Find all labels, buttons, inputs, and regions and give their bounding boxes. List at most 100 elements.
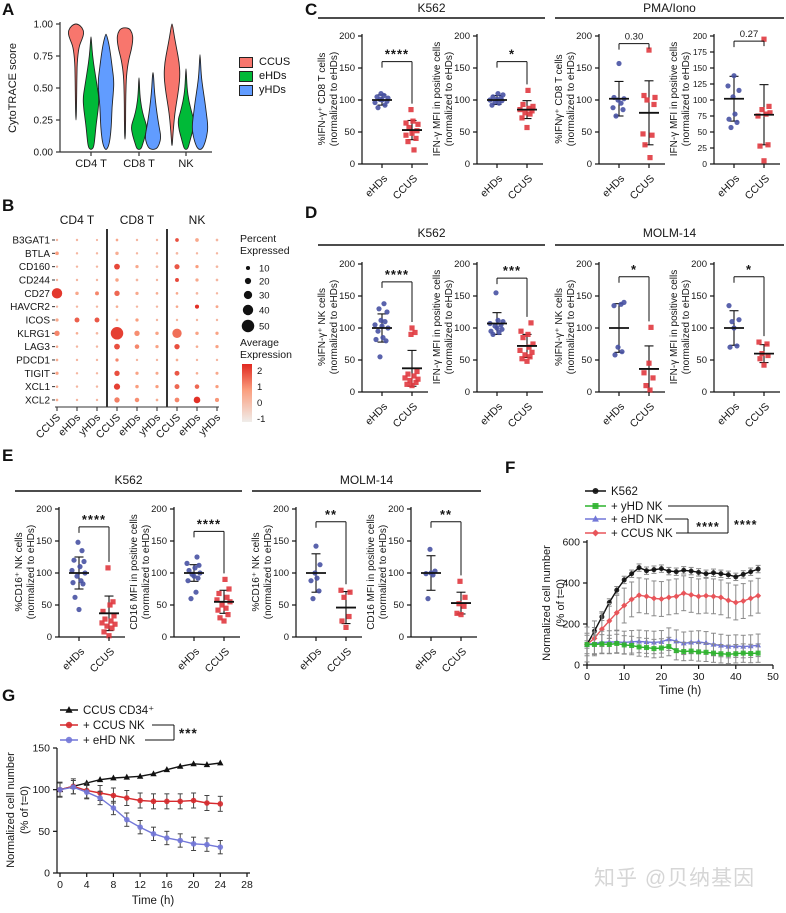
expression-dot (95, 358, 99, 362)
data-point (454, 610, 460, 616)
expression-dot (195, 345, 199, 348)
x-tick-label: CCUS (203, 646, 233, 676)
data-point (616, 60, 622, 67)
y-axis-title: (normalized to eHDs) (329, 280, 340, 374)
data-point (317, 562, 323, 568)
data-point (755, 566, 761, 572)
expression-dot (195, 331, 199, 336)
x-tick-label: CCUS (628, 401, 658, 431)
data-point (755, 592, 762, 599)
data-point (673, 593, 680, 600)
data-point (137, 797, 143, 804)
y-tick-label: 100 (32, 784, 50, 796)
legend-size-label: 20 (259, 277, 270, 288)
y-tick-label: 150 (388, 536, 404, 547)
data-point (194, 554, 200, 560)
data-point (415, 121, 421, 127)
scatter-subplot: 0 50 100 150 200 %IFNγ⁺ CD8 T cells (normalize… (554, 31, 665, 202)
data-point (734, 343, 740, 349)
gene-label: B3GAT1 (12, 236, 50, 247)
data-point (190, 841, 197, 847)
expression-dot (175, 305, 179, 308)
data-point (406, 124, 412, 131)
data-point (761, 36, 767, 42)
series-line (586, 592, 759, 646)
expression-dot (175, 318, 179, 322)
data-point (644, 645, 650, 651)
data-point (703, 592, 710, 599)
expression-dot (55, 318, 59, 322)
data-point (524, 124, 530, 131)
x-tick-label: eHDs (175, 646, 202, 673)
y-tick-label: 0 (702, 387, 707, 398)
x-tick-label: CCUS (88, 646, 118, 676)
data-point (636, 644, 642, 650)
expression-dot (55, 358, 59, 362)
data-point (137, 824, 143, 830)
y-tick-label: 125 (693, 79, 707, 89)
data-point (493, 290, 499, 296)
expression-dot (114, 290, 120, 296)
data-point (219, 602, 225, 608)
y-axis-title: %CD16⁺ NK cells (14, 532, 25, 611)
expression-dot (195, 278, 199, 282)
scatter-subplot: 0 50 100 150 200 IFN-γ MFI in positive cells(… (669, 259, 780, 430)
data-point (188, 596, 194, 602)
legend-size-dot (243, 290, 253, 300)
data-point (651, 101, 657, 108)
legend-expr-tick: 0 (257, 398, 262, 409)
y-tick-label: 200 (388, 504, 404, 515)
x-tick-label: eHDs (297, 646, 324, 673)
y-tick-label: 1.00 (34, 20, 54, 31)
data-point (599, 641, 605, 647)
data-point (725, 572, 731, 578)
data-point (733, 651, 739, 657)
y-tick-label: 0.75 (34, 52, 54, 63)
data-point (375, 328, 381, 334)
data-point (384, 309, 390, 315)
panel-g-label: G (2, 686, 16, 705)
data-point (70, 784, 77, 790)
expression-dot (155, 371, 159, 375)
expression-dot (175, 252, 179, 255)
x-tick-label: eHDs (412, 646, 439, 673)
y-tick-label: 150 (339, 63, 355, 74)
expression-dot (155, 252, 159, 255)
expression-dot (95, 305, 99, 308)
panel-f-label: F (505, 458, 516, 477)
significance: *** (503, 263, 521, 278)
dotplot-group-header: NK (189, 213, 206, 227)
expression-dot (55, 278, 59, 282)
data-point (217, 615, 223, 621)
y-tick-label: 100 (576, 323, 592, 334)
legend-size-dot (242, 304, 254, 316)
legend-expr-tick: 1 (257, 382, 262, 393)
data-point (640, 131, 646, 137)
y-axis-title: (normalized to eHDs) (681, 52, 692, 146)
data-point (620, 107, 626, 113)
data-point (136, 772, 144, 779)
y-tick-label: 100 (693, 95, 707, 105)
data-point (79, 548, 85, 554)
data-point (192, 565, 198, 571)
data-point (636, 565, 642, 571)
expression-dot (95, 398, 99, 402)
data-point (696, 649, 702, 655)
expression-dot (195, 252, 199, 255)
expression-dot (135, 318, 139, 322)
data-point (106, 633, 112, 639)
expression-dot (214, 397, 220, 403)
data-point (644, 568, 650, 574)
data-point (57, 786, 63, 793)
x-axis-title: Time (h) (132, 895, 175, 907)
y-tick-label: 50 (698, 127, 708, 137)
data-point (520, 101, 526, 108)
expression-dot (215, 371, 219, 375)
significance: 0.27 (740, 29, 759, 40)
data-point (528, 320, 534, 326)
data-point (517, 347, 523, 353)
data-point (339, 618, 345, 624)
data-point (614, 640, 620, 646)
data-point (710, 570, 716, 576)
expression-dot (95, 385, 99, 388)
